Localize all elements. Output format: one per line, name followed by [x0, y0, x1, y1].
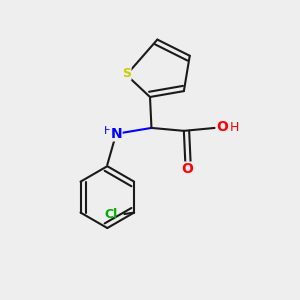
Text: O: O: [216, 120, 228, 134]
Text: H: H: [230, 121, 239, 134]
Text: S: S: [122, 67, 131, 80]
Text: O: O: [181, 162, 193, 176]
Text: H: H: [104, 126, 112, 136]
Text: N: N: [110, 127, 122, 141]
Text: Cl: Cl: [105, 208, 118, 220]
